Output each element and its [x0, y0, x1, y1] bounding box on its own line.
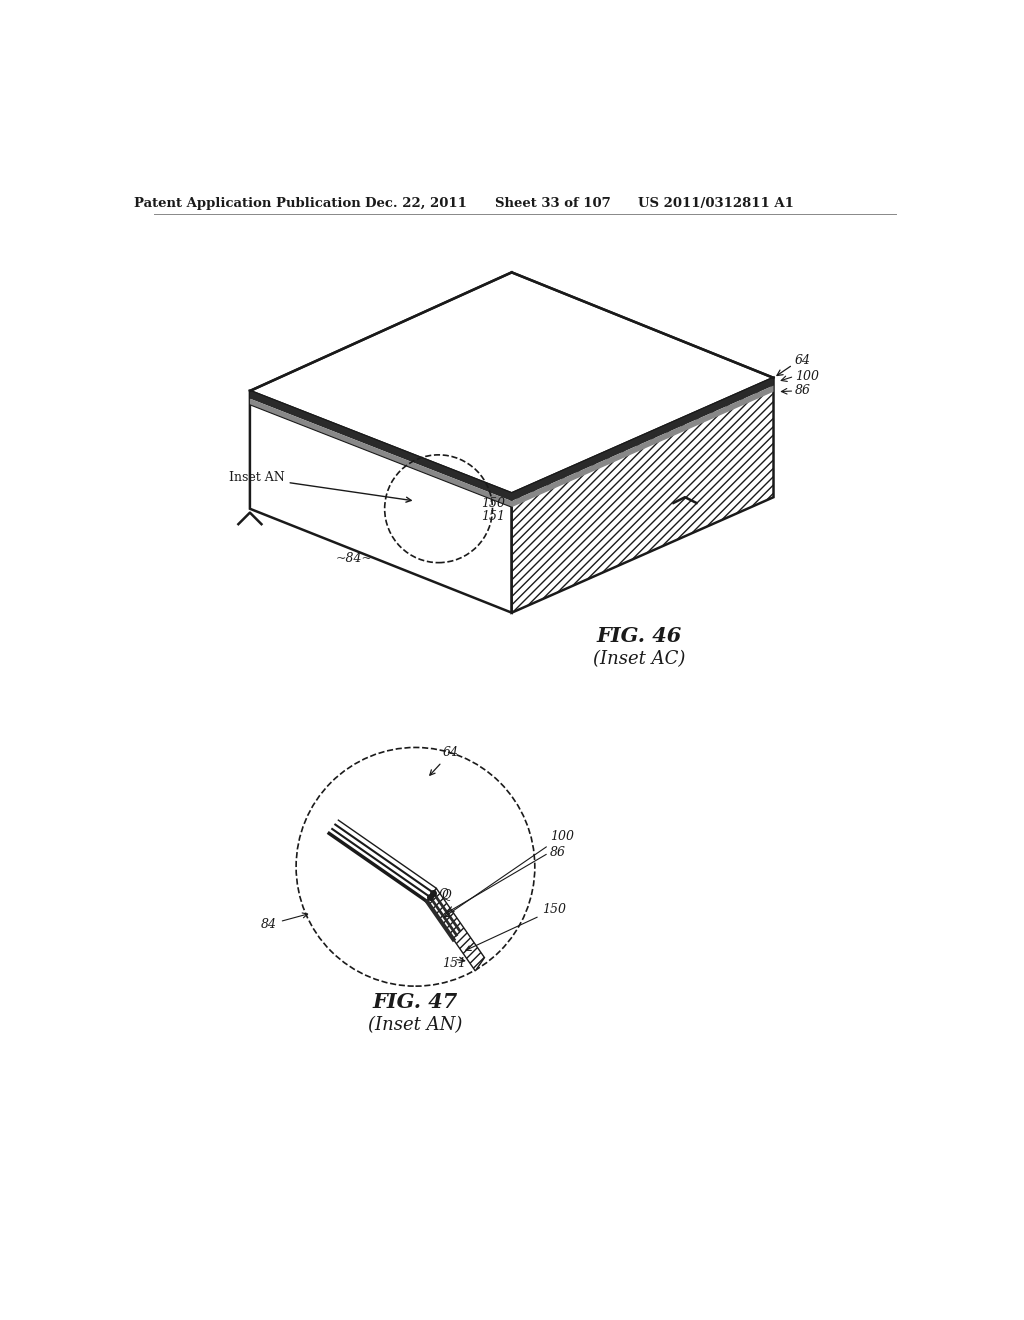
Text: FIG. 47: FIG. 47 — [373, 991, 458, 1011]
Text: FIG. 46: FIG. 46 — [596, 626, 681, 645]
Text: 151: 151 — [442, 957, 466, 970]
Text: US 2011/0312811 A1: US 2011/0312811 A1 — [638, 197, 794, 210]
Text: 100: 100 — [795, 370, 819, 383]
Text: (Inset AN): (Inset AN) — [369, 1015, 463, 1034]
Text: 86: 86 — [550, 846, 566, 859]
Polygon shape — [250, 272, 773, 494]
Text: 151: 151 — [481, 510, 505, 523]
Text: Dec. 22, 2011: Dec. 22, 2011 — [365, 197, 466, 210]
Text: Patent Application Publication: Patent Application Publication — [134, 197, 361, 210]
Text: ~84~: ~84~ — [336, 552, 373, 565]
Text: 64: 64 — [795, 354, 811, 367]
Text: 150: 150 — [466, 903, 566, 950]
Polygon shape — [250, 391, 512, 612]
Text: 64: 64 — [430, 746, 459, 775]
Text: Q: Q — [441, 887, 451, 900]
Polygon shape — [427, 888, 484, 972]
Text: 150: 150 — [481, 496, 505, 510]
Polygon shape — [512, 378, 773, 612]
Text: Inset AN: Inset AN — [228, 471, 412, 502]
Text: 100: 100 — [444, 829, 574, 917]
Text: Sheet 33 of 107: Sheet 33 of 107 — [495, 197, 610, 210]
Text: 84: 84 — [261, 913, 307, 931]
Text: 86: 86 — [795, 384, 811, 397]
Polygon shape — [250, 378, 773, 502]
Text: (Inset AC): (Inset AC) — [593, 649, 685, 668]
Text: Q: Q — [438, 887, 447, 900]
Polygon shape — [250, 385, 773, 507]
